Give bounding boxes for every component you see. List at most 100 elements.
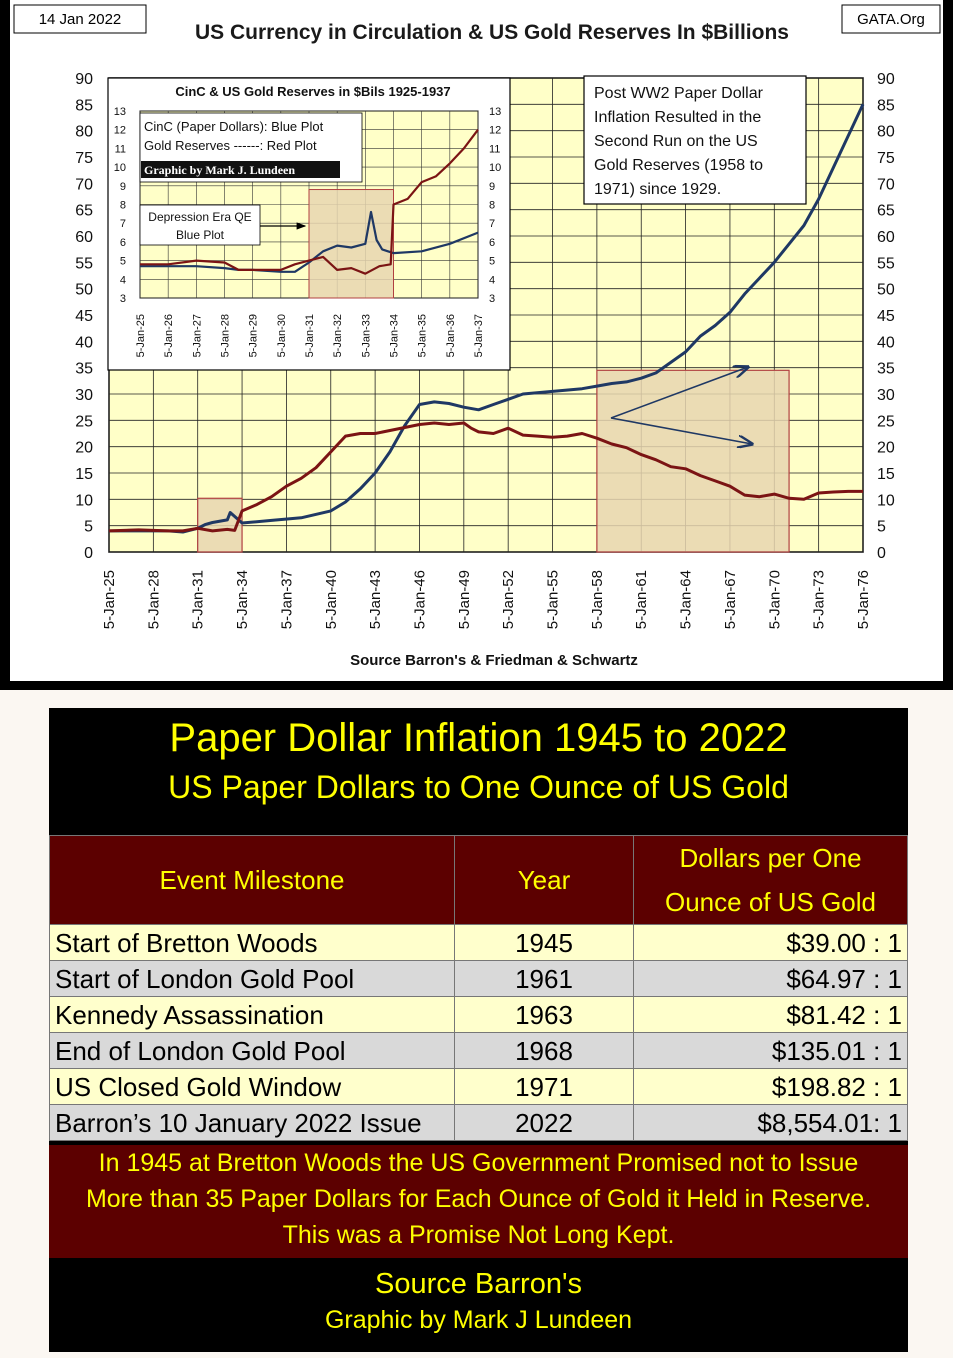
currency-series-line — [109, 103, 865, 534]
inset-y-tick-right: 7 — [489, 218, 495, 230]
inset-legend-line1: CinC (Paper Dollars): Blue Plot — [144, 119, 324, 134]
date-box — [13, 4, 147, 34]
cell-ratio: $198.82 : 1 — [633, 1068, 908, 1105]
y-tick-label-left: 20 — [75, 440, 93, 457]
y-tick-label-right: 70 — [877, 176, 895, 193]
inset-y-tick-right: 9 — [489, 181, 495, 193]
inset-y-tick-left: 3 — [120, 293, 126, 305]
header-year: Year — [454, 835, 634, 925]
cell-event: End of London Gold Pool — [49, 1032, 455, 1069]
inset-shaded-region — [308, 189, 394, 299]
y-tick-label-left: 65 — [75, 203, 93, 220]
shaded-region — [596, 369, 790, 553]
inset-callout-line2: Blue Plot — [176, 228, 225, 242]
cell-event: Start of Bretton Woods — [49, 924, 455, 961]
y-tick-label-left: 55 — [75, 255, 93, 272]
inset-y-tick-left: 12 — [114, 125, 126, 137]
inset-y-tick-right: 4 — [489, 274, 495, 286]
inset-y-tick-left: 9 — [120, 181, 126, 193]
inset-x-tick: 5-Jan-32 — [332, 314, 344, 357]
inset-x-tick: 5-Jan-36 — [445, 314, 457, 357]
x-tick-label: 5-Jan-34 — [234, 570, 251, 629]
cell-event: Barron’s 10 January 2022 Issue — [49, 1104, 455, 1141]
cell-year: 1945 — [454, 924, 634, 961]
y-tick-label-left: 45 — [75, 308, 93, 325]
inset-callout-line1: Depression Era QE — [148, 210, 251, 224]
inset-x-tick: 5-Jan-25 — [135, 314, 147, 357]
y-tick-label-left: 5 — [84, 519, 93, 536]
note-line-3: This was a Promise Not Long Kept. — [282, 1221, 675, 1249]
cell-ratio: $135.01 : 1 — [633, 1032, 908, 1069]
y-tick-label-right: 25 — [877, 413, 895, 430]
y-tick-label-right: 55 — [877, 255, 895, 272]
y-tick-label-left: 75 — [75, 150, 93, 167]
cell-event: Start of London Gold Pool — [49, 960, 455, 997]
x-tick-label: 5-Jan-76 — [855, 570, 872, 629]
cell-event: Kennedy Assassination — [49, 996, 455, 1033]
table-title: Paper Dollar Inflation 1945 to 2022 — [169, 716, 788, 760]
chart-panel: 14 Jan 2022 US Currency in Circulation &… — [0, 0, 953, 690]
y-tick-label-left: 60 — [75, 229, 93, 246]
inset-y-tick-right: 13 — [489, 106, 501, 118]
x-tick-label: 5-Jan-70 — [766, 570, 783, 629]
inset-x-tick: 5-Jan-26 — [163, 314, 175, 357]
inset-y-tick-left: 10 — [114, 162, 126, 174]
x-tick-label: 5-Jan-46 — [411, 570, 428, 629]
note-line-2: More than 35 Paper Dollars for Each Ounc… — [85, 1185, 872, 1213]
inset-y-tick-left: 4 — [120, 274, 126, 286]
table-panel-frame: Paper Dollar Inflation 1945 to 2022 US P… — [0, 690, 953, 1358]
annotation-line: Inflation Resulted in the — [594, 109, 761, 126]
y-tick-label-right: 75 — [877, 150, 895, 167]
inset-y-tick-right: 3 — [489, 293, 495, 305]
gold-series-line — [108, 421, 863, 533]
inset-y-tick-left: 7 — [120, 218, 126, 230]
inset-x-tick: 5-Jan-29 — [248, 314, 260, 357]
y-tick-label-left: 10 — [75, 492, 93, 509]
y-tick-label-left: 80 — [75, 124, 93, 141]
y-tick-label-right: 5 — [877, 519, 886, 536]
table-subtitle: US Paper Dollars to One Ounce of US Gold — [168, 769, 789, 805]
site-label: GATA.Org — [857, 11, 925, 28]
inset-x-tick: 5-Jan-31 — [304, 314, 316, 357]
x-tick-label: 5-Jan-31 — [190, 570, 207, 629]
header-event: Event Milestone — [49, 835, 455, 925]
y-tick-label-right: 0 — [877, 545, 886, 562]
note-line-1: In 1945 at Bretton Woods the US Governme… — [98, 1149, 859, 1177]
inset-x-tick: 5-Jan-37 — [473, 314, 485, 357]
cell-year: 1963 — [454, 996, 634, 1033]
y-tick-label-right: 50 — [877, 282, 895, 299]
y-tick-label-right: 40 — [877, 334, 895, 351]
x-tick-label: 5-Jan-43 — [367, 570, 384, 629]
annotation-line: 1971) since 1929. — [594, 181, 721, 198]
inset-chart: CinC & US Gold Reserves in $Bils 1925-19… — [107, 77, 511, 371]
inflation-table: Event Milestone Year Dollars per One Oun… — [49, 835, 908, 1141]
header-dollars-line1: Dollars per One — [679, 843, 862, 873]
cell-year: 2022 — [454, 1104, 634, 1141]
y-tick-label-left: 85 — [75, 97, 93, 114]
annotation-line: Post WW2 Paper Dollar — [594, 85, 764, 102]
arrow-to-currency — [610, 367, 748, 419]
cell-year: 1961 — [454, 960, 634, 997]
inset-y-tick-right: 6 — [489, 237, 495, 249]
inset-y-tick-left: 11 — [115, 143, 126, 155]
inset-y-tick-right: 10 — [489, 162, 501, 174]
x-tick-label: 5-Jan-61 — [633, 570, 650, 629]
inset-x-tick: 5-Jan-33 — [360, 314, 372, 357]
inset-y-tick-left: 13 — [114, 106, 126, 118]
table-row: Barron’s 10 January 2022 Issue 2022 $8,554… — [49, 1104, 908, 1141]
x-tick-label: 5-Jan-49 — [456, 570, 473, 629]
inset-x-tick: 5-Jan-30 — [276, 314, 288, 357]
y-tick-label-right: 45 — [877, 308, 895, 325]
y-tick-label-left: 15 — [75, 466, 93, 483]
inset-y-tick-right: 11 — [489, 143, 500, 155]
y-tick-label-left: 30 — [75, 387, 93, 404]
inset-y-tick-left: 5 — [120, 256, 126, 268]
annotation-box — [583, 75, 807, 205]
x-tick-label: 5-Jan-28 — [145, 570, 162, 629]
y-tick-label-right: 15 — [877, 466, 895, 483]
table-row: Start of London Gold Pool 1961 $64.97 : 1 — [49, 960, 908, 997]
y-tick-label-right: 80 — [877, 124, 895, 141]
y-tick-label-right: 20 — [877, 440, 895, 457]
y-tick-label-left: 50 — [75, 282, 93, 299]
x-tick-label: 5-Jan-37 — [278, 570, 295, 629]
